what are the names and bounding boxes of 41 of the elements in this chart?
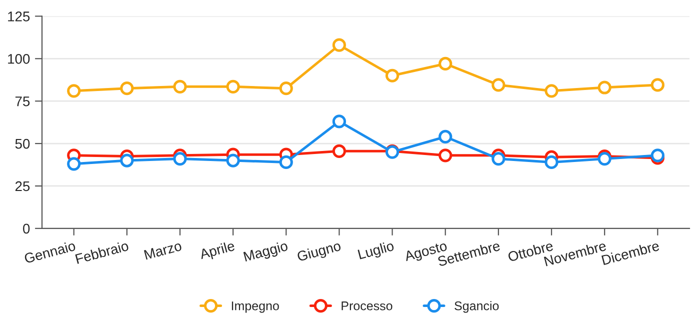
point [173, 152, 187, 166]
point [438, 148, 452, 162]
point [650, 148, 664, 162]
y-tick-label: 125 [8, 12, 30, 22]
x-tick-label: Aprile [198, 240, 236, 262]
point [598, 80, 612, 94]
x-tick-label: Giugno [296, 240, 342, 264]
point [332, 114, 346, 128]
x-tick-label: Luglio [358, 240, 396, 262]
point [598, 152, 612, 166]
x-tick-label: Maggio [243, 240, 289, 264]
legend-label: Sgancio [454, 301, 499, 313]
point [650, 78, 664, 92]
point [332, 38, 346, 52]
point [544, 84, 558, 98]
x-tick-label: Febbraio [75, 240, 129, 264]
point [120, 82, 134, 96]
point [385, 68, 400, 82]
point [332, 144, 346, 158]
y-tick-label: 25 [15, 181, 30, 192]
point [279, 82, 293, 96]
y-tick-label: 75 [15, 96, 30, 106]
y-tick-label: 100 [8, 54, 30, 64]
point [120, 154, 134, 168]
y-tick-label: 0 [23, 224, 30, 234]
point [226, 80, 240, 94]
x-tick-label: Gennaio [24, 240, 76, 264]
point [492, 78, 506, 92]
point [492, 152, 506, 166]
legend-label: Impegno [232, 302, 279, 313]
y-tick-label: 50 [15, 138, 30, 149]
point [279, 155, 293, 170]
point [67, 157, 81, 171]
point [438, 130, 452, 144]
x-tick-label: Marzo [144, 240, 182, 260]
point [544, 155, 558, 170]
point [438, 56, 452, 71]
legend-label: Processo [342, 302, 392, 310]
point [173, 80, 187, 94]
point [67, 84, 81, 98]
point [226, 154, 240, 168]
